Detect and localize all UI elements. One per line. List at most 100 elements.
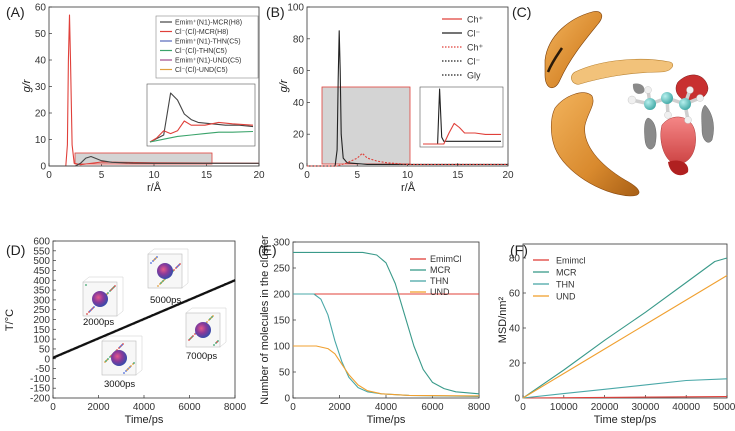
series-line	[522, 275, 728, 399]
snapshot-particle	[128, 367, 130, 369]
temperature-line	[52, 279, 236, 359]
panel-e-frame	[292, 241, 480, 399]
snapshot-particle	[130, 365, 132, 367]
y-tick-label: 0	[44, 354, 50, 365]
legend-label: Cl⁻(Cl)-UND(C5)	[175, 67, 228, 74]
panel-d-xlabel: Time/ps	[125, 414, 164, 426]
snapshot-particle	[153, 259, 155, 261]
y-tick-label: 20	[509, 359, 521, 370]
snapshot: 3000ps	[101, 335, 143, 390]
snapshot-particle	[173, 269, 175, 271]
panel-a-inset	[149, 92, 254, 143]
snapshot-particle	[192, 335, 194, 337]
panel-a-xlabel: r/Å	[147, 181, 162, 194]
panel-d-ylabel: T/°C	[4, 309, 16, 331]
x-tick-label: 30000	[631, 402, 659, 413]
x-tick-label: 15	[452, 170, 464, 181]
y-tick-label: 80	[509, 254, 521, 265]
snapshot-particle	[216, 341, 218, 343]
legend-label: THN	[430, 276, 449, 286]
panel-f-legend: Emimcl MCR THN UND	[533, 256, 586, 302]
legend-label: Emim⁺(N1)-UND(C5)	[175, 58, 241, 65]
panel-e-label: (E)	[258, 242, 277, 258]
legend-label: Emim⁺(N1)-MCR(H8)	[175, 20, 242, 27]
y-tick-label: 20	[293, 130, 305, 141]
snapshot-box-edge	[185, 307, 227, 348]
y-tick-label: 250	[273, 264, 290, 275]
y-tick-label: 200	[273, 290, 290, 301]
y-tick-label: -100	[30, 374, 50, 385]
y-tick-label: 300	[33, 295, 50, 306]
x-tick-label: 20	[253, 170, 265, 181]
y-tick-label: 40	[509, 324, 521, 335]
y-tick-label: 10	[35, 135, 47, 146]
y-tick-label: 300	[273, 238, 290, 249]
snapshot-particle	[123, 372, 125, 374]
y-tick-label: 100	[287, 3, 304, 14]
snapshot-particle	[110, 289, 112, 291]
panel-a-yticks: 0 10 20 30 40 50 60	[35, 3, 52, 173]
isosurface-grey-left	[644, 117, 657, 150]
snapshot-particle	[107, 358, 109, 360]
x-tick-label: 20	[502, 170, 514, 181]
panel-b-xlabel: r/Å	[401, 181, 416, 194]
snapshot-particle	[157, 285, 159, 287]
y-tick-label: 60	[293, 66, 305, 77]
y-tick-label: -150	[30, 384, 50, 395]
panel-f-yticks: 0 20 40 60 80	[509, 254, 526, 405]
panel-a-legend: Emim⁺(N1)-MCR(H8) Cl⁻(Cl)-MCR(H8) Emim⁺(N1…	[160, 20, 242, 74]
snapshot-particle	[86, 313, 88, 315]
snapshot-particle	[126, 369, 128, 371]
legend-label: Emim⁺(N1)-THN(C5)	[175, 39, 241, 46]
snapshot-particle	[209, 318, 211, 320]
series-line	[522, 378, 728, 399]
y-tick-label: 50	[39, 344, 51, 355]
y-tick-label: 350	[33, 286, 50, 297]
series-line	[293, 293, 480, 397]
y-tick-label: -50	[36, 364, 51, 375]
legend-label: THN	[556, 280, 575, 290]
legend-label: Ch⁺	[467, 43, 484, 53]
snapshot-particle	[107, 292, 109, 294]
isosurface-red-small	[668, 160, 689, 176]
y-tick-label: 20	[35, 109, 47, 120]
panel-e-series	[293, 251, 480, 397]
x-tick-label: 40000	[672, 402, 700, 413]
panel-b: (B) 0 20 40 60 80 100 0 5 10 15 20 g/r r/Å Ch⁺ Cl⁻…	[266, 3, 514, 195]
legend-label: MCR	[430, 265, 451, 275]
x-tick-label: 50000	[713, 402, 735, 413]
isosurface-grey-top	[632, 83, 645, 94]
panel-a-label: (A)	[6, 4, 25, 20]
series-line	[149, 120, 254, 143]
x-tick-label: 2000	[87, 402, 110, 413]
panel-d: (D) -200-150-100-50050100150200250300350…	[4, 237, 247, 427]
x-tick-label: 8000	[224, 402, 247, 413]
panel-f-frame	[522, 243, 728, 399]
legend-label: MCR	[556, 268, 577, 278]
panel-a-legend-box	[155, 15, 259, 79]
y-tick-label: -200	[30, 394, 50, 405]
y-tick-label: 150	[273, 316, 290, 327]
panel-a-zoom-region	[74, 152, 213, 165]
x-tick-label: 5	[354, 170, 360, 181]
panel-c-label: (C)	[512, 4, 531, 20]
panel-b-inset	[423, 88, 501, 145]
snapshot-label: 2000ps	[83, 317, 114, 328]
panel-b-zoom-region	[321, 86, 411, 165]
y-tick-label: 50	[279, 368, 291, 379]
legend-label: UND	[556, 292, 576, 302]
series-line	[522, 396, 728, 399]
snapshot-particle	[105, 360, 107, 362]
series-line	[149, 92, 254, 143]
x-tick-label: 10000	[550, 402, 578, 413]
x-tick-label: 0	[46, 170, 52, 181]
legend-label: Ch⁺	[467, 15, 484, 25]
x-tick-label: 6000	[178, 402, 201, 413]
y-tick-label: 150	[33, 325, 50, 336]
isosurface-orange-bottom	[550, 92, 640, 197]
snapshot-cluster	[92, 291, 108, 307]
series-line	[49, 155, 259, 167]
x-tick-label: 6000	[421, 402, 444, 413]
